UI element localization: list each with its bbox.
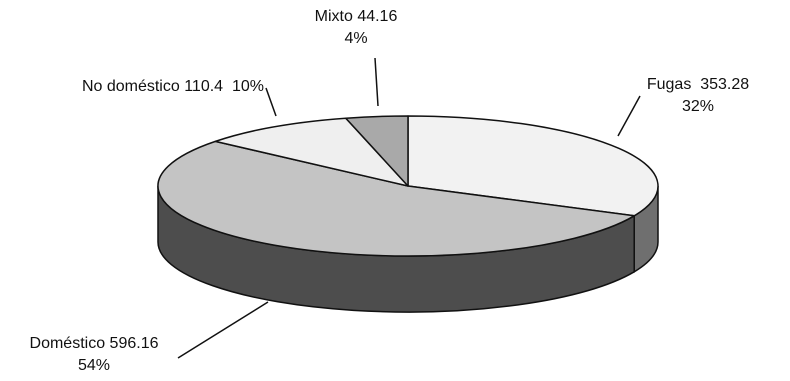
leader-lines: [177, 57, 641, 359]
pie-slice-fugas: [407, 115, 659, 217]
pie-slice-mixto: [345, 115, 409, 187]
pie-slice-no-domestico: [214, 117, 409, 187]
leader-line-fugas: [617, 95, 641, 137]
pie-slice-domestico: [157, 140, 635, 257]
label-no-domestico: No doméstico 110.4 10%: [81, 78, 264, 95]
label-fugas: Fugas 353.28 32%: [646, 76, 750, 115]
leader-line-domestico: [177, 301, 269, 359]
leader-line-mixto: [374, 57, 379, 107]
leader-line-no-domestico: [265, 87, 277, 117]
label-domestico: Doméstico 596.16 54%: [29, 335, 159, 374]
pie-slices: [157, 115, 659, 257]
label-mixto: Mixto 44.16 4%: [314, 8, 398, 47]
